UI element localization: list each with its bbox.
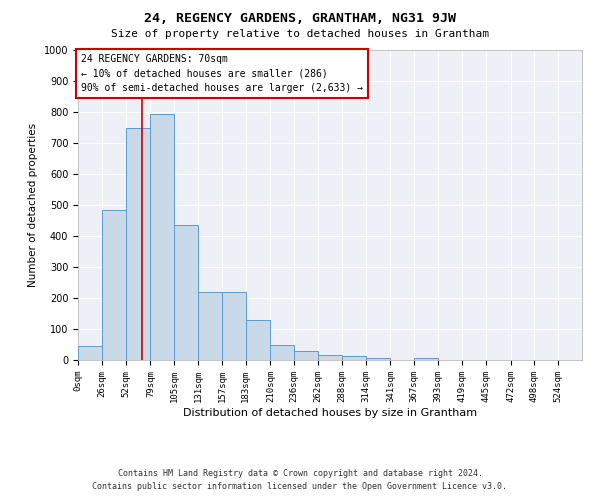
Y-axis label: Number of detached properties: Number of detached properties	[28, 123, 38, 287]
Bar	[271, 345, 294, 360]
Text: 24, REGENCY GARDENS, GRANTHAM, NG31 9JW: 24, REGENCY GARDENS, GRANTHAM, NG31 9JW	[144, 12, 456, 26]
Bar	[366, 358, 391, 360]
Bar	[342, 356, 366, 360]
Text: Contains HM Land Registry data © Crown copyright and database right 2024.
Contai: Contains HM Land Registry data © Crown c…	[92, 470, 508, 491]
Bar	[102, 210, 125, 360]
Bar	[415, 358, 438, 360]
Text: 24 REGENCY GARDENS: 70sqm
← 10% of detached houses are smaller (286)
90% of semi: 24 REGENCY GARDENS: 70sqm ← 10% of detac…	[81, 54, 363, 94]
Bar	[318, 356, 342, 360]
Bar	[174, 225, 198, 360]
Text: Size of property relative to detached houses in Grantham: Size of property relative to detached ho…	[111, 29, 489, 39]
Bar	[198, 292, 222, 360]
X-axis label: Distribution of detached houses by size in Grantham: Distribution of detached houses by size …	[183, 408, 477, 418]
Bar	[222, 292, 245, 360]
Bar	[245, 320, 271, 360]
Bar	[125, 128, 151, 360]
Bar	[78, 346, 102, 360]
Bar	[294, 352, 318, 360]
Bar	[151, 114, 174, 360]
